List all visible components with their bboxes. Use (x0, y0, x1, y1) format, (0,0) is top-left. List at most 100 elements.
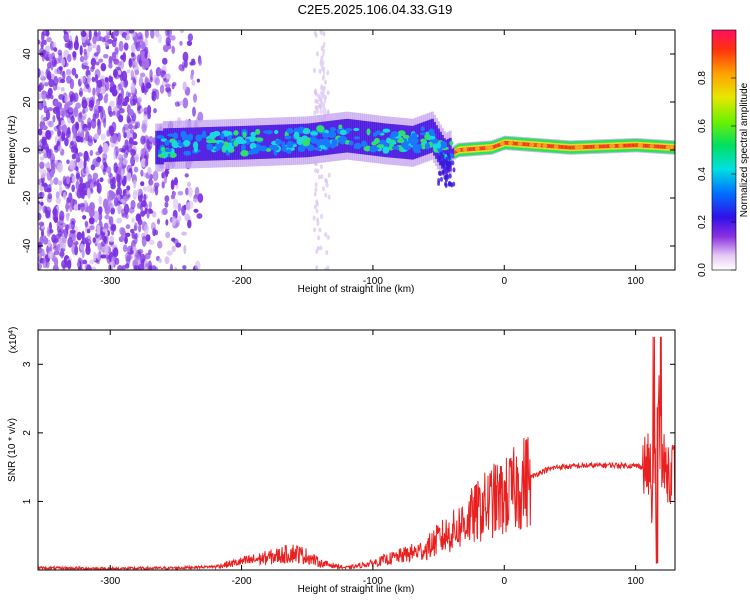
spectrogram-noise-mark (159, 84, 165, 94)
snr-x-label: Height of straight line (km) (298, 584, 415, 595)
spectrogram-noise-mark (83, 127, 89, 133)
spectrogram-noise-mark (46, 62, 52, 69)
spectrogram-noise-mark (109, 135, 115, 144)
spectrogram-x-tick-label: -300 (100, 276, 120, 287)
spectrogram-noise-mark (38, 101, 44, 111)
spectrogram-signal-mark (474, 146, 480, 151)
spectrogram-noise-mark (75, 121, 79, 131)
spectrogram-noise-mark (81, 259, 88, 265)
spectrogram-line-mark (471, 147, 474, 151)
spectrogram-signal-mark (181, 133, 190, 142)
spectrogram-noise-mark (47, 250, 54, 260)
snr-plot: -300 -200 -100 0 100 1 2 3 Height of straight l… (7, 327, 676, 595)
spectrogram-noise-mark (134, 253, 141, 261)
spectrogram-noise-mark (60, 87, 65, 92)
spectrogram-signal-mark (339, 129, 347, 136)
spectrogram-line-mark (483, 146, 485, 151)
spectrogram-line-mark (634, 143, 636, 148)
spectrogram-signal-mark (382, 128, 391, 133)
spectrogram-noise-mark (136, 54, 142, 64)
spectrogram-noise-mark (42, 235, 47, 242)
spectrogram-noise-mark (75, 180, 80, 190)
spectrogram-noise-mark (61, 58, 66, 67)
spectrogram-noise-mark (149, 69, 153, 81)
spectrogram-signal-mark (208, 134, 217, 139)
spectrogram-band-mark (263, 125, 267, 159)
spectrogram-noise-mark (316, 99, 320, 105)
spectrogram-band-mark (163, 128, 167, 162)
spectrogram-noise-mark (120, 87, 124, 99)
spectrogram-noise-mark (125, 91, 130, 99)
spectrogram-line-mark (504, 140, 506, 145)
spectrogram-noise-mark (45, 258, 50, 269)
spectrogram-signal-mark (610, 144, 616, 149)
spectrogram-signal-mark (455, 147, 461, 152)
spectrogram-noise-mark (97, 30, 101, 37)
spectrogram-signal-mark (302, 128, 311, 135)
spectrogram-noise-mark (179, 40, 183, 46)
spectrogram-noise-mark (39, 236, 44, 246)
spectrogram-signal-mark (419, 132, 426, 136)
spectrogram-signal-mark (578, 145, 584, 150)
spectrogram-x-label: Height of straight line (km) (298, 284, 415, 295)
spectrogram-line-mark (468, 147, 471, 152)
spectrogram-signal-mark (274, 129, 279, 135)
spectrogram-noise-mark (166, 30, 173, 38)
spectrogram-noise-mark (69, 35, 73, 42)
spectrogram-signal-mark (293, 131, 300, 139)
snr-x-tick-label: -100 (363, 576, 383, 587)
spectrogram-noise-mark (118, 40, 124, 52)
spectrogram-noise-mark (85, 245, 91, 256)
spectrogram-noise-mark (131, 217, 135, 223)
spectrogram-signal-mark (322, 132, 329, 138)
spectrogram-noise-mark (161, 57, 168, 65)
spectrogram-signal-mark (437, 170, 441, 176)
spectrogram-band-mark (348, 119, 352, 153)
spectrogram-noise-mark (320, 100, 324, 106)
spectrogram-noise-mark (47, 192, 53, 200)
spectrogram-noise-mark (140, 181, 145, 187)
spectrogram-noise-mark (187, 219, 192, 229)
spectrogram-noise-mark (177, 202, 182, 212)
spectrogram-noise-mark (38, 263, 43, 270)
spectrogram-signal-mark (420, 126, 425, 132)
spectrogram-signal-mark (439, 151, 443, 157)
spectrogram-line-mark (558, 144, 560, 149)
spectrogram-noise-mark (57, 129, 62, 137)
spectrogram-band-mark (324, 121, 328, 155)
spectrogram-noise-mark (164, 166, 169, 178)
spectrogram-noise-mark (315, 108, 319, 114)
spectrogram-signal-mark (447, 181, 451, 187)
spectrogram-line-mark (635, 143, 638, 148)
spectrogram-noise-mark (123, 195, 129, 202)
spectrogram-noise-mark (94, 73, 99, 84)
spectrogram-signal-mark (451, 160, 455, 166)
spectrogram-signal-mark (320, 138, 330, 146)
spectrogram-noise-mark (137, 214, 141, 221)
spectrogram-noise-mark (101, 232, 105, 242)
spectrogram-signal-mark (428, 135, 436, 140)
spectrogram-line-mark (571, 145, 573, 150)
spectrogram-noise-mark (144, 46, 149, 55)
spectrogram-noise-mark (318, 227, 322, 233)
spectrogram-band-mark (364, 121, 368, 155)
spectrogram-noise-mark (100, 254, 107, 259)
spectrogram-line-mark (467, 147, 470, 152)
spectrogram-band-mark (362, 120, 366, 155)
spectrogram-line-mark (592, 144, 594, 149)
spectrogram-noise-mark (130, 129, 135, 134)
spectrogram-noise-mark (45, 54, 50, 61)
spectrogram-noise-mark (50, 162, 56, 171)
spectrogram-noise-mark (325, 182, 329, 188)
spectrogram-noise-mark (327, 194, 331, 200)
spectrogram-noise-mark (323, 31, 326, 37)
spectrogram-noise-mark (79, 136, 84, 143)
spectrogram-y-tick-label: -20 (22, 190, 33, 205)
spectrogram-line-mark (548, 144, 551, 148)
spectrogram-line-mark (497, 143, 500, 148)
spectrogram-noise-mark (180, 30, 185, 34)
spectrogram-noise-mark (164, 195, 170, 203)
spectrogram-noise-mark (64, 181, 71, 190)
spectrogram-noise-mark (128, 92, 132, 98)
